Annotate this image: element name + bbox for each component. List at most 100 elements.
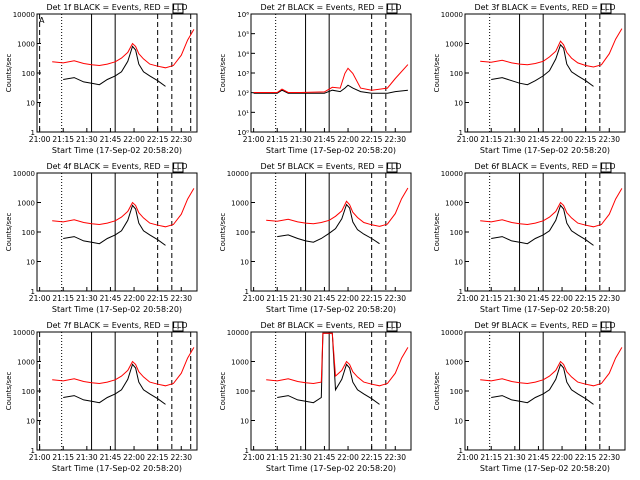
lld-series-line bbox=[266, 187, 409, 227]
x-tick-label: 21:15 bbox=[52, 135, 74, 144]
panel-title: Det 5f BLACK = Events, RED = LLD bbox=[260, 162, 401, 171]
x-tick-label: 22:15 bbox=[575, 453, 597, 462]
events-series-line bbox=[63, 45, 166, 87]
badge-label: Ⅰ bbox=[177, 6, 179, 14]
y-tick-label: 10³ bbox=[237, 70, 249, 78]
x-tick-label: 22:15 bbox=[575, 135, 597, 144]
y-tick-label: 10⁵ bbox=[237, 31, 249, 39]
x-axis-label: Start Time (17-Sep-02 20:58:20) bbox=[52, 146, 182, 155]
x-tick-label: 22:30 bbox=[384, 135, 406, 144]
events-series-line bbox=[253, 84, 408, 94]
x-tick-label: 21:00 bbox=[457, 135, 479, 144]
y-tick-label: 10 bbox=[454, 259, 463, 267]
x-tick-label: 22:00 bbox=[123, 294, 145, 303]
x-axis-label: Start Time (17-Sep-02 20:58:20) bbox=[480, 146, 610, 155]
badge-box bbox=[600, 321, 612, 332]
x-tick-label: 22:30 bbox=[384, 453, 406, 462]
y-axis-label: Counts/sec bbox=[433, 54, 441, 93]
y-tick-label: 1000 bbox=[231, 359, 249, 367]
y-tick-label: 1000 bbox=[445, 200, 463, 208]
x-tick-label: 21:00 bbox=[243, 135, 265, 144]
y-tick-label: 10000 bbox=[441, 170, 463, 178]
y-tick-label: 1 bbox=[459, 447, 463, 455]
y-axis-label: Counts/sec bbox=[219, 213, 227, 252]
y-tick-label: 100 bbox=[236, 229, 249, 237]
plot-frame bbox=[36, 172, 198, 292]
badge-label: Ⅰ bbox=[391, 165, 393, 173]
y-tick-label: 10 bbox=[26, 259, 35, 267]
y-tick-label: 10000 bbox=[441, 329, 463, 337]
y-tick-label: 100 bbox=[22, 70, 35, 78]
y-axis-label: Counts/sec bbox=[5, 213, 13, 252]
events-series-line bbox=[63, 363, 166, 405]
panel-title: Det 1f BLACK = Events, RED = LLD bbox=[46, 3, 187, 12]
x-tick-label: 21:45 bbox=[100, 294, 122, 303]
events-series-line bbox=[491, 363, 594, 405]
lld-series-line bbox=[480, 347, 623, 387]
y-tick-label: 10⁰ bbox=[237, 129, 249, 137]
y-tick-label: 1000 bbox=[445, 41, 463, 49]
x-tick-label: 21:30 bbox=[76, 294, 98, 303]
x-tick-label: 21:00 bbox=[29, 453, 51, 462]
x-tick-label: 21:30 bbox=[76, 453, 98, 462]
y-tick-label: 10 bbox=[240, 259, 249, 267]
x-tick-label: 21:45 bbox=[100, 135, 122, 144]
x-tick-label: 22:15 bbox=[575, 294, 597, 303]
y-tick-label: 100 bbox=[450, 229, 463, 237]
x-tick-label: 21:30 bbox=[76, 135, 98, 144]
x-tick-label: 21:45 bbox=[314, 135, 336, 144]
x-tick-label: 21:15 bbox=[480, 294, 502, 303]
y-tick-label: 100 bbox=[450, 70, 463, 78]
lld-series-line bbox=[52, 188, 195, 228]
x-axis-label: Start Time (17-Sep-02 20:58:20) bbox=[266, 305, 396, 314]
y-tick-label: 10 bbox=[26, 100, 35, 108]
x-tick-label: 22:00 bbox=[551, 453, 573, 462]
plot-frame bbox=[36, 331, 198, 451]
x-tick-label: 22:30 bbox=[598, 135, 620, 144]
y-tick-label: 1 bbox=[245, 447, 249, 455]
x-tick-label: 21:15 bbox=[266, 453, 288, 462]
y-tick-label: 1 bbox=[459, 288, 463, 296]
badge-box bbox=[386, 3, 398, 14]
y-axis-label: Counts/sec bbox=[219, 372, 227, 411]
plot-frame bbox=[250, 13, 412, 133]
lld-series-line bbox=[266, 332, 409, 387]
y-tick-label: 1000 bbox=[445, 359, 463, 367]
badge-box bbox=[600, 162, 612, 173]
x-tick-label: 21:00 bbox=[457, 294, 479, 303]
y-tick-label: 1 bbox=[245, 288, 249, 296]
x-axis-label: Start Time (17-Sep-02 20:58:20) bbox=[52, 464, 182, 473]
x-tick-label: 22:00 bbox=[123, 453, 145, 462]
x-tick-label: 21:15 bbox=[266, 135, 288, 144]
events-series-line bbox=[277, 203, 380, 245]
y-tick-label: 10000 bbox=[13, 329, 35, 337]
x-tick-label: 21:00 bbox=[29, 294, 51, 303]
y-tick-label: 10000 bbox=[13, 170, 35, 178]
x-tick-label: 22:15 bbox=[147, 294, 169, 303]
plot-frame bbox=[250, 331, 412, 451]
x-tick-label: 21:15 bbox=[266, 294, 288, 303]
events-series-line bbox=[277, 332, 380, 405]
panel-title: Det 7f BLACK = Events, RED = LLD bbox=[46, 321, 187, 330]
y-tick-label: 10000 bbox=[441, 11, 463, 19]
y-tick-label: 100 bbox=[22, 229, 35, 237]
panel-title: Det 9f BLACK = Events, RED = LLD bbox=[474, 321, 615, 330]
badge-label: Ⅰ bbox=[177, 165, 179, 173]
plot-frame bbox=[464, 331, 626, 451]
y-tick-label: 100 bbox=[236, 388, 249, 396]
x-tick-label: 21:15 bbox=[480, 453, 502, 462]
x-tick-label: 22:30 bbox=[170, 135, 192, 144]
plot-frame bbox=[36, 13, 198, 133]
lld-series-line bbox=[253, 64, 409, 93]
x-tick-label: 21:30 bbox=[504, 294, 526, 303]
badge-label: Ⅰ bbox=[605, 324, 607, 332]
y-tick-label: 10 bbox=[454, 418, 463, 426]
x-tick-label: 21:45 bbox=[314, 453, 336, 462]
